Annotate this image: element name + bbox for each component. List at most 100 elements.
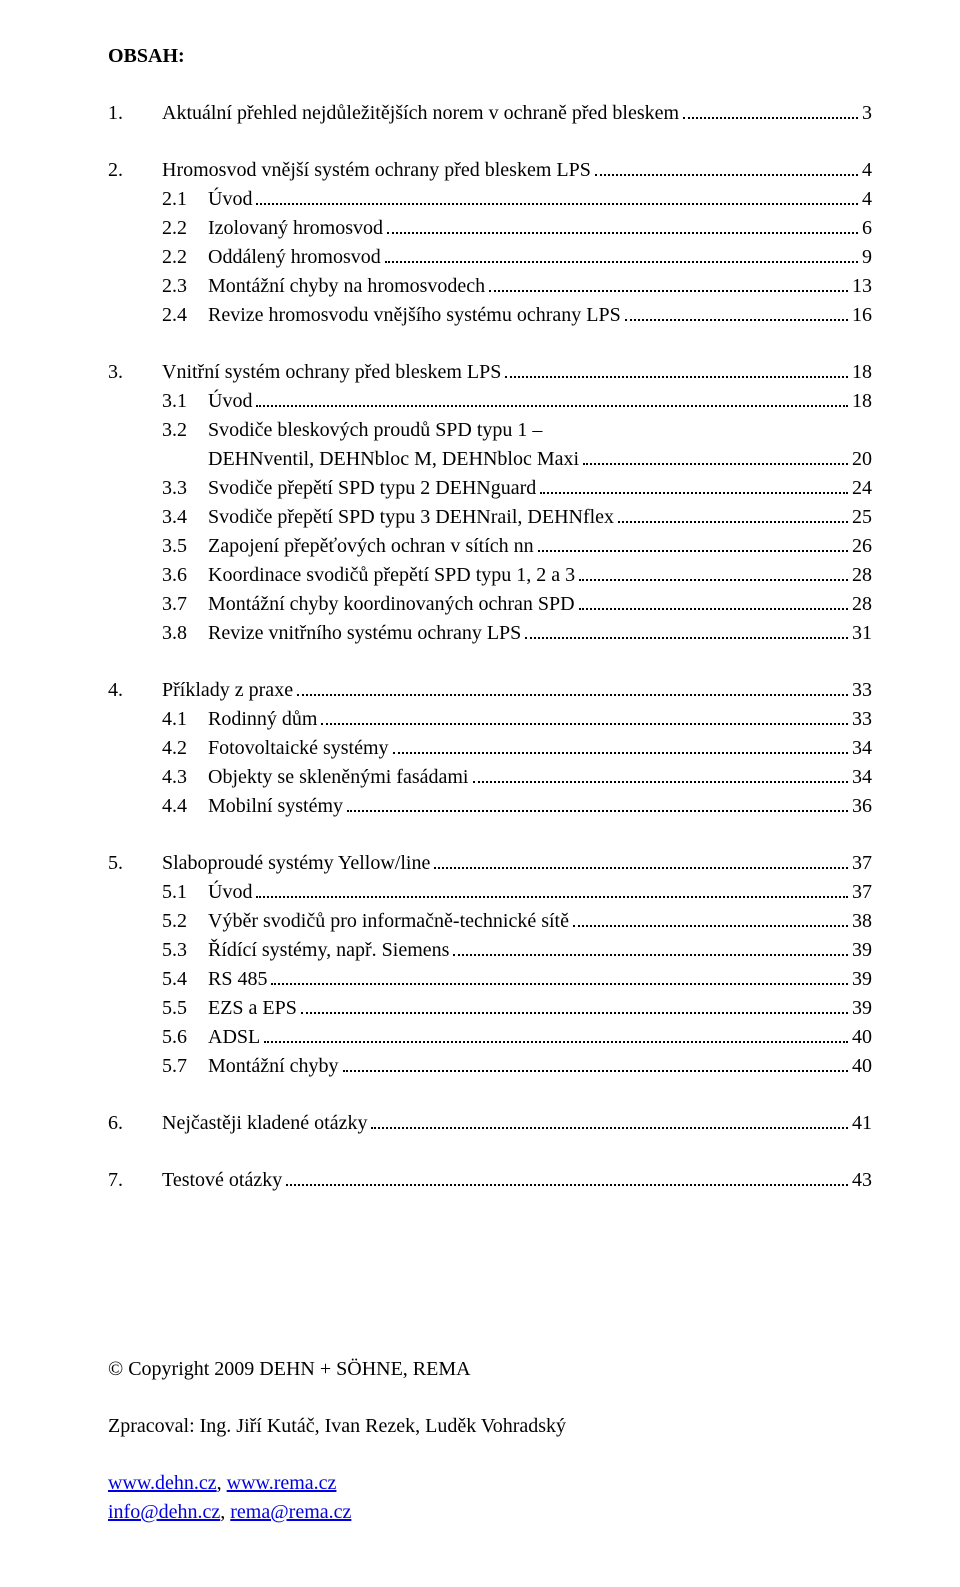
web-link-dehn[interactable]: www.dehn.cz: [108, 1472, 217, 1494]
toc-subentry-page: 37: [852, 878, 872, 907]
toc-leader: [453, 940, 848, 956]
toc-subentry-page: 13: [852, 272, 872, 301]
web-link-rema[interactable]: www.rema.cz: [227, 1472, 337, 1494]
toc-subentry-number: 5.6: [162, 1023, 208, 1052]
toc-entry-page: 41: [852, 1109, 872, 1138]
toc-subentry-label: Montážní chyby: [208, 1052, 339, 1081]
toc-subentry-number: 3.5: [162, 532, 208, 561]
toc-subentry-label: Výběr svodičů pro informačně-technické s…: [208, 907, 569, 936]
toc-leader: [625, 305, 848, 321]
toc-subentry-label: Fotovoltaické systémy: [208, 734, 389, 763]
toc-subentry-number: 2.3: [162, 272, 208, 301]
toc-subentry-page: 34: [852, 763, 872, 792]
toc-subentry: 4.3Objekty se skleněnými fasádami 34: [108, 763, 872, 792]
toc-entry-label: Nejčastěji kladené otázky: [162, 1109, 367, 1138]
toc-section: 4.Příklady z praxe334.1Rodinný dům334.2F…: [108, 676, 872, 821]
toc-leader: [434, 853, 848, 869]
toc-entry-number: 7.: [108, 1166, 162, 1195]
toc-entry-number: 1.: [108, 99, 162, 128]
toc-subentry-label: Objekty se skleněnými fasádami: [208, 763, 469, 792]
toc-subentry: 4.4Mobilní systémy36: [108, 792, 872, 821]
toc-entry: 7.Testové otázky 43: [108, 1166, 872, 1195]
toc-subentry-page: 24: [852, 474, 872, 503]
toc-leader: [347, 796, 848, 812]
toc-subentry-page: 16: [852, 301, 872, 330]
toc-subentry-label: EZS a EPS: [208, 994, 297, 1023]
toc-section: 3.Vnitřní systém ochrany před bleskem LP…: [108, 358, 872, 648]
toc-entry-page: 4: [862, 156, 872, 185]
toc-subentry: 3.1Úvod 18: [108, 387, 872, 416]
toc-subentry-number: 4.1: [162, 705, 208, 734]
toc-entry: 2.Hromosvod vnější systém ochrany před b…: [108, 156, 872, 185]
toc-subentry-label: Rodinný dům: [208, 705, 317, 734]
toc-entry-page: 18: [852, 358, 872, 387]
toc-subentry-page: 38: [852, 907, 872, 936]
toc-subentry-label: Revize hromosvodu vnějšího systému ochra…: [208, 301, 621, 330]
toc-leader: [393, 738, 848, 754]
toc-leader: [301, 998, 848, 1014]
toc-subentry-label: Úvod: [208, 387, 252, 416]
toc-subentry-number: 2.2: [162, 243, 208, 272]
toc-leader: [385, 247, 858, 263]
toc-subentry-label: Mobilní systémy: [208, 792, 343, 821]
toc-subentry-label: Izolovaný hromosvod: [208, 214, 383, 243]
toc-entry-page: 3: [862, 99, 872, 128]
toc-entry-number: 4.: [108, 676, 162, 705]
toc-subentry-number: 5.1: [162, 878, 208, 907]
toc-subentry-page: 40: [852, 1023, 872, 1052]
toc-subentry-page: 34: [852, 734, 872, 763]
toc-subentry-number: 5.7: [162, 1052, 208, 1081]
toc-leader: [579, 594, 848, 610]
toc-entry-number: 3.: [108, 358, 162, 387]
toc-subentry-label: ADSL: [208, 1023, 260, 1052]
toc-subentry-page: 39: [852, 994, 872, 1023]
toc-leader: [489, 276, 848, 292]
toc-entry-label: Vnitřní systém ochrany před bleskem LPS: [162, 358, 501, 387]
toc-leader: [595, 160, 858, 176]
toc-leader: [579, 565, 848, 581]
toc-subentry: 4.2Fotovoltaické systémy34: [108, 734, 872, 763]
toc-leader: [538, 536, 848, 552]
toc-subentry: 3.5Zapojení přepěťových ochran v sítích …: [108, 532, 872, 561]
toc-leader: [256, 882, 848, 898]
toc-leader: [256, 391, 848, 407]
mail-link-dehn[interactable]: info@dehn.cz: [108, 1501, 220, 1523]
toc-subentry: 2.2Oddálený hromosvod 9: [108, 243, 872, 272]
toc-leader: [540, 478, 848, 494]
toc-subentry-number: 3.3: [162, 474, 208, 503]
toc-entry: 4.Příklady z praxe33: [108, 676, 872, 705]
toc-entry-number: 2.: [108, 156, 162, 185]
mail-link-rema[interactable]: rema@rema.cz: [230, 1501, 351, 1523]
toc-subentry-page: 28: [852, 561, 872, 590]
toc-entry-page: 43: [852, 1166, 872, 1195]
toc-leader: [473, 767, 849, 783]
toc-entry-label: Testové otázky: [162, 1166, 282, 1195]
toc-subentry-page: 20: [852, 445, 872, 474]
toc-subentry-page: 33: [852, 705, 872, 734]
toc-leader: [371, 1113, 848, 1129]
toc-section: 6.Nejčastěji kladené otázky41: [108, 1109, 872, 1138]
toc-subentry-label: Oddálený hromosvod: [208, 243, 381, 272]
toc-subentry-page: 40: [852, 1052, 872, 1081]
toc-subentry-page: 18: [852, 387, 872, 416]
toc-subentry-page: 39: [852, 936, 872, 965]
toc-subentry-page: 9: [862, 243, 872, 272]
toc-subentry: 3.6Koordinace svodičů přepětí SPD typu 1…: [108, 561, 872, 590]
toc-subentry-label: Úvod: [208, 185, 252, 214]
toc-subentry: 3.7Montážní chyby koordinovaných ochran …: [108, 590, 872, 619]
toc-subentry-number: 3.7: [162, 590, 208, 619]
toc-subentry: 2.1Úvod4: [108, 185, 872, 214]
toc-label-line: Svodiče bleskových proudů SPD typu 1 –: [208, 416, 872, 445]
toc-subentry-number: 3.1: [162, 387, 208, 416]
toc-subentry-number: 5.4: [162, 965, 208, 994]
copyright-line: © Copyright 2009 DEHN + SÖHNE, REMA: [108, 1355, 872, 1384]
toc-leader: [271, 969, 848, 985]
toc-label-text: DEHNventil, DEHNbloc M, DEHNbloc Maxi: [208, 445, 579, 474]
toc-entry-label: Slaboproudé systémy Yellow/line: [162, 849, 430, 878]
toc-leader: [321, 709, 848, 725]
toc-section: 7.Testové otázky 43: [108, 1166, 872, 1195]
toc-leader: [256, 189, 858, 205]
toc-subentry: 5.3Řídící systémy, např. Siemens39: [108, 936, 872, 965]
toc-subentry-number: 4.3: [162, 763, 208, 792]
toc-entry: 1.Aktuální přehled nejdůležitějších nore…: [108, 99, 872, 128]
